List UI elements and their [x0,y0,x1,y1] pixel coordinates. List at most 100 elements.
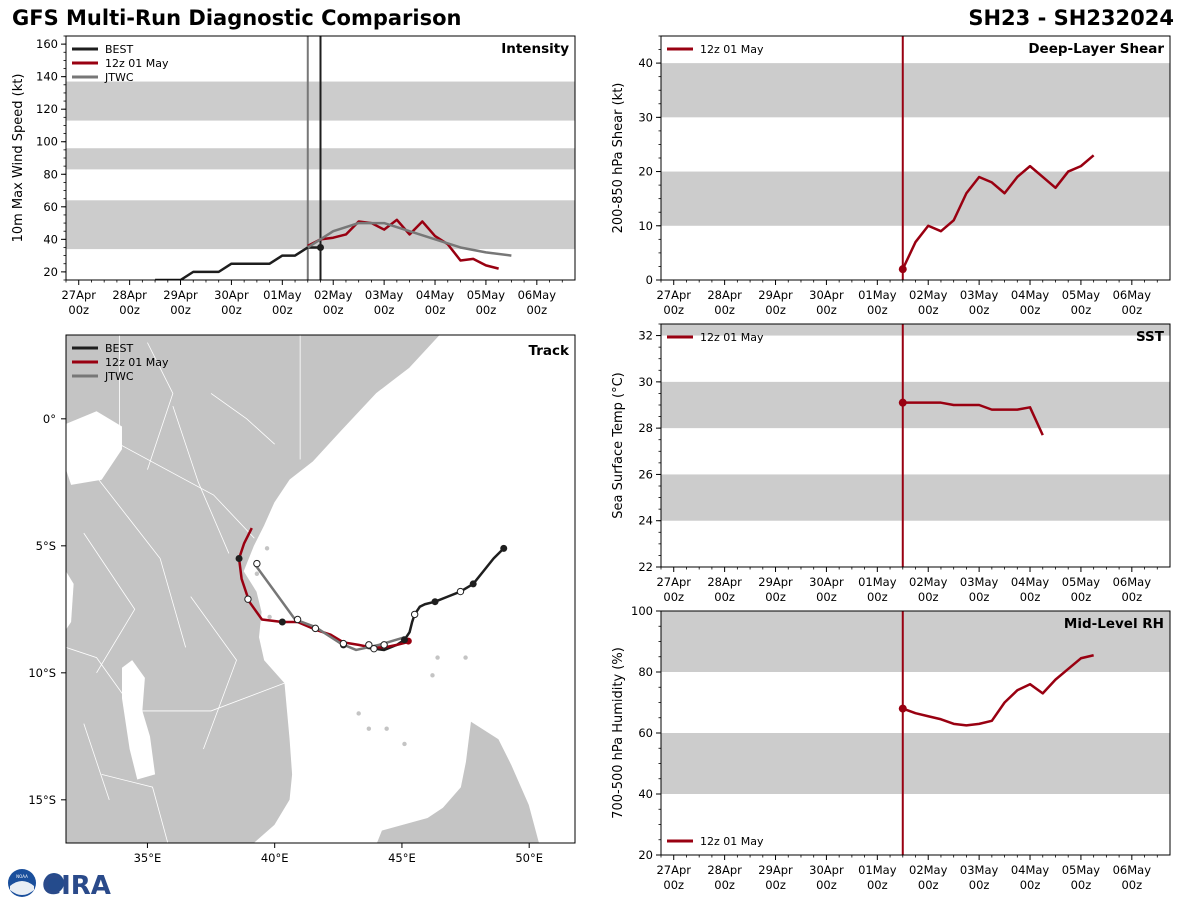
rh-xtick-label-hour: 00z [1121,878,1142,892]
intensity-xtick-label: 30Apr [214,288,249,302]
track-marker-best [235,555,243,563]
intensity-xtick-label-hour: 00z [425,303,446,317]
island-8 [463,655,468,660]
storm-id-title: SH23 - SH232024 [968,6,1174,30]
intensity-ytick-label: 140 [36,70,58,84]
rh-xtick-label: 29Apr [758,863,793,877]
track-legend-label: JTWC [104,370,134,383]
intensity-plot-area [66,36,575,280]
track-map-area [66,335,540,843]
sst-xtick-label: 30Apr [809,575,844,589]
madagascar-land [376,720,540,843]
shear-xtick-label-hour: 00z [1020,303,1041,317]
intensity-xtick-label: 02May [314,288,353,302]
shear-series-12z-01-may [901,154,1095,270]
track-marker-open [293,615,302,624]
shear-band-1 [661,63,1170,118]
intensity-xtick-label-hour: 00z [476,303,497,317]
intensity-xtick-label-hour: 00z [221,303,242,317]
rh-xtick-label-hour: 00z [918,878,939,892]
shear-xtick-label: 01May [858,288,897,302]
track-legend-label: BEST [105,342,133,355]
rh-ylabel: 700-500 hPa Humidity (%) [611,647,626,819]
island-9 [430,673,435,678]
intensity-legend-label: JTWC [104,71,134,84]
track-legend-label: 12z 01 May [105,356,169,369]
intensity-ytick-label: 80 [43,167,58,181]
track-ytick-label: 5°S [36,539,56,553]
rh-xtick-label: 06May [1113,863,1152,877]
best-track-point [500,544,508,552]
track-ytick-label: 15°S [28,793,56,807]
intensity-legend-label: 12z 01 May [105,57,169,70]
lake-malawi [121,660,156,780]
cira-logo: NOAA CIRA [4,866,124,901]
rh-start-marker [898,704,907,713]
intensity-panel: 2040608010012014016027Apr00z28Apr00z29Ap… [11,35,576,317]
sst-ytick-label: 24 [638,514,653,528]
rh-panel: 2040608010027Apr00z28Apr00z29Apr00z30Apr… [611,604,1171,892]
intensity-title: Intensity [501,41,569,57]
intensity-end-marker [317,243,324,251]
rh-ytick-label: 40 [638,787,653,801]
rh-xtick-label: 02May [909,863,948,877]
intensity-series-best [155,246,321,280]
shear-plot-area [661,36,1170,280]
border-line-6 [172,405,230,554]
intensity-series-jtwc [307,221,512,257]
rh-xtick-label: 05May [1062,863,1101,877]
best-track-point [431,598,439,606]
shear-xtick-label-hour: 00z [1121,303,1142,317]
logo-text: CIRA [42,871,111,900]
lake-tanganyika [66,571,74,630]
rh-ytick-label: 60 [638,726,653,740]
island-2 [384,726,389,731]
shear-xtick-label-hour: 00z [816,303,837,317]
rh-xtick-label-hour: 00z [1020,878,1041,892]
sst-title: SST [1136,329,1165,345]
sst-ytick-label: 26 [638,467,653,481]
best-track-point-open [370,644,378,653]
intensity-xtick-label: 04May [416,288,455,302]
sst-xtick-label-hour: 00z [918,590,939,604]
sst-xtick-label: 29Apr [758,575,793,589]
cira-globe-icon [44,873,64,893]
intensity-xtick-label: 29Apr [163,288,198,302]
africa-land [66,335,441,843]
track-frame [65,334,576,844]
intensity-ytick-label: 120 [36,102,58,116]
island-1 [366,726,372,731]
intensity-xtick-label-hour: 00z [170,303,191,317]
sst-ytick-label: 30 [638,375,653,389]
seal-text: NOAA [16,874,28,879]
sst-xtick-label-hour: 00z [816,590,837,604]
intensity-ytick-label: 60 [43,200,58,214]
intensity-xtick-label: 28Apr [112,288,147,302]
shear-xtick-label: 03May [960,288,999,302]
shear-panel: 01020304027Apr00z28Apr00z29Apr00z30Apr00… [611,35,1171,317]
sst-xtick-label-hour: 00z [1071,590,1092,604]
sst-band-2 [661,324,1170,336]
rh-ytick-label: 100 [631,604,653,618]
shear-xtick-label: 05May [1062,288,1101,302]
shear-ytick-label: 30 [638,110,653,124]
track-marker-open [365,641,373,649]
shear-band-0 [661,171,1170,226]
sst-ytick-label: 32 [638,329,653,343]
intensity-xtick-label-hour: 00z [119,303,140,317]
border-line-10 [210,393,275,445]
rh-xtick-label: 27Apr [656,863,691,877]
rh-xtick-label-hour: 00z [867,878,888,892]
shear-xtick-label: 04May [1011,288,1050,302]
shear-xtick-label-hour: 00z [663,303,684,317]
shear-legend-label: 12z 01 May [700,43,764,56]
rh-xtick-label: 30Apr [809,863,844,877]
sst-xtick-label-hour: 00z [714,590,735,604]
sst-xtick-label: 27Apr [656,575,691,589]
lake-victoria [66,411,122,485]
best-track-point-open [410,610,419,619]
shear-title: Deep-Layer Shear [1028,41,1164,57]
shear-xtick-label: 02May [909,288,948,302]
island-3 [402,741,407,747]
